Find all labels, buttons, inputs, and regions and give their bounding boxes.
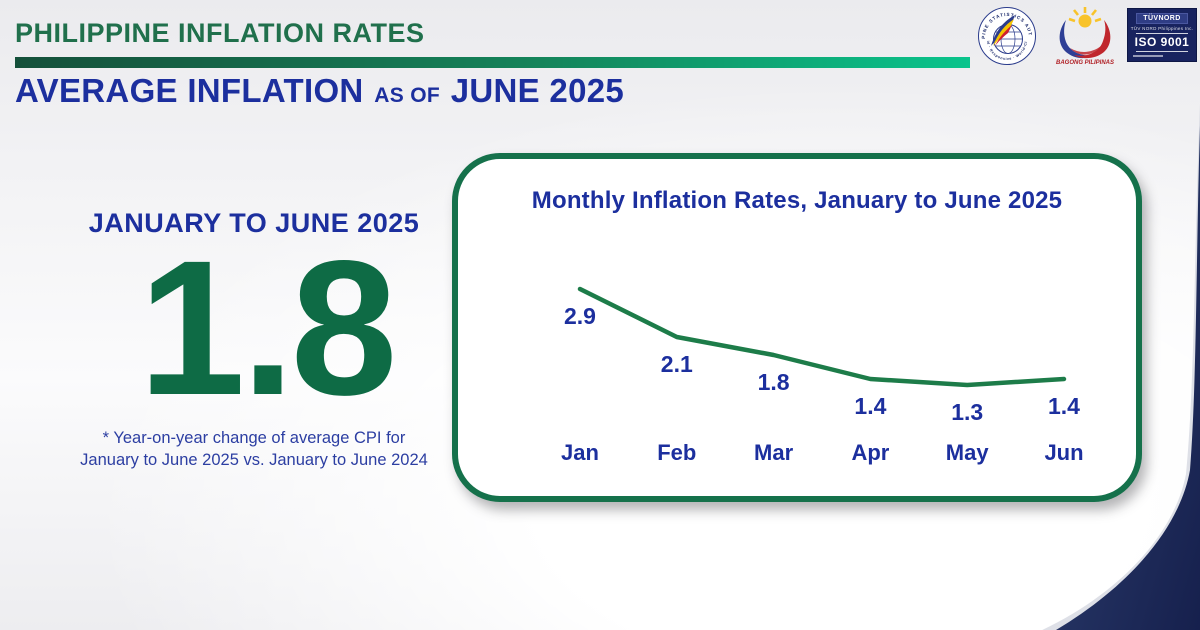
page-subtitle: AVERAGE INFLATION AS OF JUNE 2025 <box>15 72 624 110</box>
tuv-divider-top <box>1136 33 1188 34</box>
axis-label-may: May <box>946 440 990 465</box>
data-label-mar: 1.8 <box>758 369 790 395</box>
axis-label-jun: Jun <box>1044 440 1083 465</box>
bp-red-swoosh <box>1074 20 1111 59</box>
tuv-divider-bottom <box>1136 51 1188 52</box>
inflation-line-series <box>577 286 1067 388</box>
bagong-pilipinas-label: BAGONG PILIPINAS <box>1056 60 1114 66</box>
chart-title: Monthly Inflation Rates, January to June… <box>531 187 1063 214</box>
tuv-brand-label: TÜVNORD <box>1136 13 1188 24</box>
subtitle-main: AVERAGE INFLATION <box>15 72 364 109</box>
inflation-line-chart: 2.9 2.1 1.8 1.4 1.3 1.4 Jan Feb Mar Apr May Jun <box>561 286 1084 465</box>
bp-red-inner <box>1070 46 1101 55</box>
tuv-footnote-mark <box>1133 55 1163 57</box>
psa-flame-yellow <box>993 19 1014 46</box>
data-label-jun: 1.4 <box>1048 393 1080 419</box>
page-title: PHILIPPINE INFLATION RATES <box>15 18 425 48</box>
psa-seal-icon: PHILIPPINE STATISTICS AUTHORITY Solid · … <box>977 6 1036 65</box>
psa-flame-red <box>995 25 1012 46</box>
subtitle-connector: AS OF <box>374 84 440 107</box>
axis-label-jan: Jan <box>561 440 599 465</box>
highlight-value: 1.8 <box>138 220 398 435</box>
tuv-cert-label: ISO 9001 <box>1134 35 1190 49</box>
tuv-iso-badge: TÜVNORD TÜV NORD Philippines Inc. ISO 90… <box>1127 8 1197 62</box>
footnote-line-1: * Year-on-year change of average CPI for <box>102 429 406 448</box>
data-label-may: 1.3 <box>951 399 983 425</box>
axis-label-feb: Feb <box>657 440 696 465</box>
bagong-pilipinas-icon: BAGONG PILIPINAS <box>1056 7 1114 66</box>
tuv-org-label: TÜV NORD Philippines Inc. <box>1130 26 1194 31</box>
bp-sun-icon <box>1068 7 1102 28</box>
data-label-jan: 2.9 <box>564 303 596 329</box>
bp-blue-swoosh <box>1059 20 1094 59</box>
axis-label-mar: Mar <box>754 440 794 465</box>
footnote-line-2: January to June 2025 vs. January to June… <box>80 450 428 469</box>
monthly-inflation-card: Monthly Inflation Rates, January to June… <box>452 153 1142 502</box>
average-inflation-block: JANUARY TO JUNE 2025 1.8 * Year-on-year … <box>28 208 480 471</box>
highlight-period-label: JANUARY TO JUNE 2025 <box>88 208 420 238</box>
subtitle-period: JUNE 2025 <box>450 72 625 109</box>
data-label-feb: 2.1 <box>661 351 693 377</box>
axis-label-apr: Apr <box>851 440 889 465</box>
data-label-apr: 1.4 <box>854 393 886 419</box>
header-gradient-bar <box>15 57 970 68</box>
highlight-footnote: * Year-on-year change of average CPI for… <box>28 428 480 470</box>
